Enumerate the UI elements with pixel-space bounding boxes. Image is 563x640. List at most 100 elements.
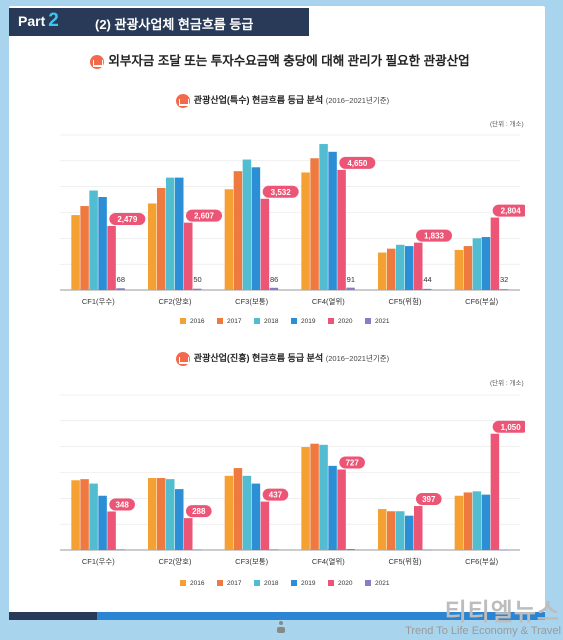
legend-swatch (254, 580, 260, 587)
bar-2021-4 (423, 288, 432, 290)
bar-2017-1 (157, 187, 166, 290)
bar-2019-1 (175, 489, 184, 550)
chart1-svg: CF1(우수) 2,479 68 CF2(양호) 2,607 50 CF3(보통) 3,532… (60, 134, 529, 306)
legend-swatch (328, 580, 334, 587)
legend-item-2021: 2021 (365, 580, 389, 587)
bar-2017-4 (387, 248, 396, 290)
watermark: 티티엘뉴스 (444, 599, 560, 626)
bar-2021-1 (193, 549, 202, 551)
bar-2021-5 (499, 549, 509, 551)
legend-item-2017: 2017 (217, 580, 241, 587)
part-number: 2 (48, 10, 59, 31)
chart1-title: 관광산업(특수) 현금흐름 등급 분석 (2016~2021년기준) (150, 90, 415, 110)
chart2: CF1(우수) 348 CF2(양호) 288 CF3(보통) 437 CF4(열위) 727… (55, 385, 529, 575)
legend-label: 2018 (264, 580, 279, 587)
legend-swatch (328, 318, 334, 325)
data-label-pill (186, 505, 212, 518)
page-title: (2) 관광사업체 현금흐름 등급 (95, 17, 254, 32)
x-tick-label: CF5(위험) (389, 297, 422, 306)
bar-2018-5 (472, 491, 482, 550)
bar-2019-2 (251, 483, 261, 550)
bar-2018-2 (242, 475, 252, 550)
bar-2019-1 (175, 177, 184, 290)
bar-2016-1 (148, 203, 157, 290)
x-tick-label: CF1(우수) (82, 297, 115, 306)
legend-swatch (365, 580, 371, 587)
bar-2020-1 (184, 518, 193, 550)
bar-2018-1 (166, 479, 175, 550)
chart2-subtitle: (2016~2021년기준) (325, 354, 390, 363)
bar-2020-0 (107, 225, 116, 290)
bar-2021-0 (116, 288, 125, 290)
data-label-2021: 91 (347, 275, 355, 284)
header-bar (9, 8, 309, 36)
chart-icon (175, 93, 190, 108)
bar-2019-0 (98, 197, 107, 290)
legend-swatch (291, 580, 297, 587)
bar-2016-2 (224, 475, 234, 550)
bar-2020-5 (490, 433, 500, 550)
data-label-pill (339, 156, 376, 169)
data-label-pill (186, 209, 222, 222)
bar-2017-5 (463, 246, 473, 290)
bar-2018-0 (89, 190, 98, 290)
legend-label: 2016 (190, 318, 205, 325)
bar-2020-3 (337, 469, 346, 550)
data-label-pill (339, 456, 365, 469)
legend-item-2017: 2017 (217, 318, 241, 325)
bar-2018-0 (89, 483, 98, 550)
bar-2019-5 (481, 237, 491, 290)
data-label-pill (492, 204, 529, 217)
data-label-2020: 1,833 (424, 232, 445, 241)
data-label-pill (109, 498, 135, 511)
data-label-2020: 397 (422, 495, 436, 504)
legend-item-2021: 2021 (365, 318, 389, 325)
bar-2019-2 (251, 167, 261, 290)
legend-label: 2017 (227, 580, 242, 587)
bar-2018-4 (396, 244, 405, 290)
chart-icon (90, 54, 105, 69)
x-tick-label: CF1(우수) (82, 557, 115, 566)
bar-2021-3 (346, 549, 355, 550)
chart-icon (175, 351, 190, 366)
bar-2020-4 (414, 242, 423, 290)
legend-label: 2019 (301, 580, 316, 587)
bar-2021-3 (346, 287, 355, 290)
x-tick-label: CF3(보통) (235, 557, 268, 566)
bottom-bar-dark (9, 612, 97, 620)
legend-item-2018: 2018 (254, 580, 278, 587)
data-label-2020: 3,532 (271, 188, 292, 197)
legend-item-2020: 2020 (328, 318, 352, 325)
chart2-unit: (단위 : 개소) (490, 380, 524, 387)
bar-2020-4 (414, 506, 423, 550)
bottom-bar (9, 612, 545, 620)
legend-label: 2018 (264, 318, 279, 325)
legend-swatch (180, 580, 186, 587)
bar-2016-0 (71, 480, 80, 550)
bar-2019-4 (405, 246, 414, 290)
bar-2020-2 (260, 198, 270, 290)
part-word: Part (18, 13, 46, 29)
chart1-unit: (단위 : 개소) (490, 121, 524, 128)
bar-2018-5 (472, 238, 482, 290)
bar-2019-3 (328, 151, 337, 290)
bar-2017-5 (463, 492, 473, 550)
subtitle-text: 외부자금 조달 또는 투자수요금액 충당에 대해 관리가 필요한 관광산업 (108, 54, 470, 68)
legend-label: 2020 (338, 318, 353, 325)
bar-2020-2 (260, 501, 270, 550)
chart2-title: 관광산업(진흥) 현금흐름 등급 분석 (2016~2021년기준) (150, 348, 415, 368)
x-tick-label: CF2(양호) (159, 297, 192, 306)
bar-2019-3 (328, 465, 337, 550)
data-label-2020: 437 (269, 491, 283, 500)
bar-2018-3 (319, 144, 328, 290)
bar-2017-1 (157, 478, 166, 550)
data-label-pill (109, 212, 146, 225)
bar-2016-2 (224, 189, 234, 290)
bar-2017-3 (310, 158, 319, 290)
legend-swatch (291, 318, 297, 325)
data-label-2021: 86 (270, 275, 278, 284)
legend-item-2019: 2019 (291, 580, 315, 587)
bar-2021-1 (193, 288, 202, 290)
legend-label: 2019 (301, 318, 316, 325)
data-label-2020: 2,804 (501, 207, 522, 216)
